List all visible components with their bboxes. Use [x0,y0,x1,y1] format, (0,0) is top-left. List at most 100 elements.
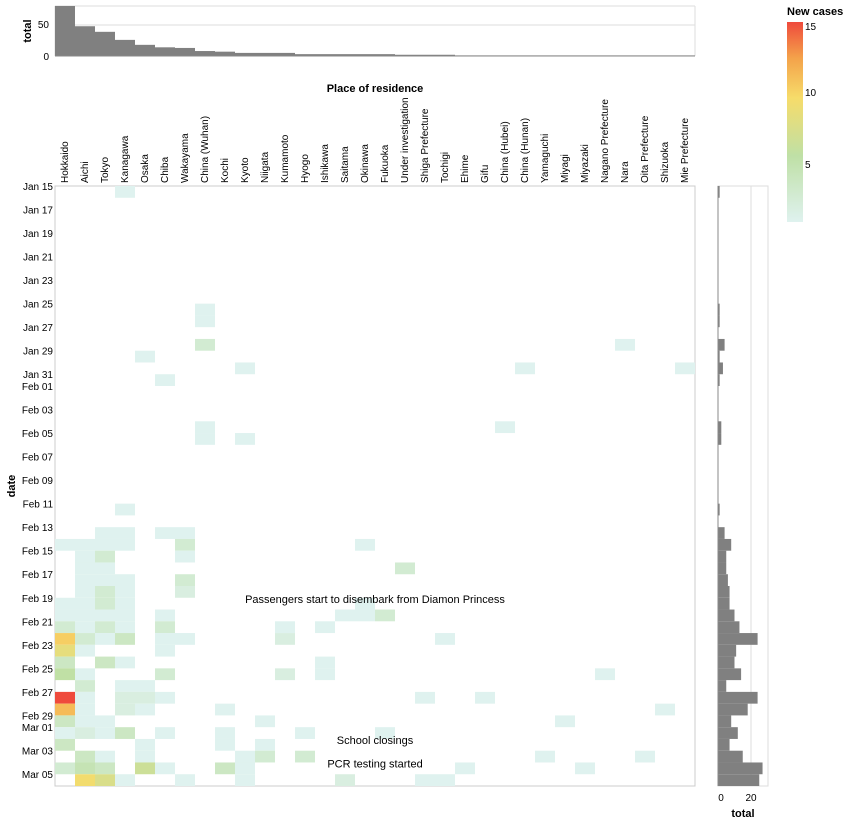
heatmap-cell [115,680,135,692]
heatmap-cell [115,656,135,669]
y-tick-label: Feb 27 [22,688,54,699]
heatmap-cell [75,550,95,563]
right-bar [718,503,720,516]
heatmap-cell [135,350,155,363]
heatmap-cell [615,338,635,351]
heatmap-cell [155,727,175,739]
x-tick-label: Nara [620,161,631,183]
x-tick-label: Tochigi [440,152,451,183]
heatmap-cell [55,727,75,739]
heatmap-cell [175,586,195,598]
legend-tick-label: 5 [805,160,811,171]
heatmap-cell [75,621,95,634]
top-bar [235,52,255,56]
right-bar [718,597,730,610]
heatmap-cell [115,586,135,598]
heatmap-cell [95,727,115,739]
x-tick-label: China (Hunan) [520,118,531,183]
heatmap-cell [95,656,115,669]
heatmap-cell [175,774,195,786]
heatmap-cell [95,538,115,551]
right-bar [718,433,722,445]
heatmap-cell [75,750,95,763]
heatmap-cell [75,609,95,622]
heatmap-cell [75,562,95,575]
y-tick-label: Feb 19 [22,594,54,605]
right-bar [718,574,728,586]
heatmap-cell [255,750,275,763]
heatmap-cell [75,597,95,610]
x-tick-label: Tokyo [100,156,111,183]
x-tick-label: Okinawa [360,144,371,183]
heatmap-cell [115,703,135,716]
heatmap-cell [115,538,135,551]
heatmap-cell [75,715,95,728]
heatmap-cell [135,738,155,751]
annotation-label: PCR testing started [327,758,422,770]
heatmap-cell [275,668,295,681]
heatmap-cell [95,621,115,634]
legend-tick-label: 15 [805,22,817,33]
x-tick-label: Oita Prefecture [640,115,651,183]
x-tick-label: Chiba [160,156,171,183]
heatmap-cell [75,586,95,598]
top-bar-axis-title: total [22,19,34,42]
heatmap-cell [55,715,75,728]
top-bar [295,54,315,56]
heatmap-cell [455,762,475,775]
heatmap-cell [55,621,75,634]
y-tick-label: Feb 07 [22,453,54,464]
heatmap-cell [275,621,295,634]
right-bar [718,703,748,716]
heatmap-cell [135,691,155,704]
heatmap-cell [215,727,235,739]
heatmap-cell [75,774,95,786]
x-tick-label: Osaka [140,154,151,183]
x-tick-label: Aichi [80,161,91,183]
heatmap-cell [215,703,235,716]
heatmap-cell [115,527,135,539]
heatmap-cell [675,362,695,375]
heatmap-cell [275,633,295,645]
heatmap-cell [55,762,75,775]
top-bar [355,54,375,56]
heatmap-cell [75,680,95,692]
heatmap-cell [55,538,75,551]
heatmap-cell [95,774,115,786]
y-tick-label: Mar 05 [22,770,54,781]
heatmap-cell [55,703,75,716]
right-bar [718,644,737,657]
y-axis-title: date [6,475,18,498]
right-bar-tick-label: 20 [745,793,757,804]
heatmap-cell [295,750,315,763]
heatmap-cell [175,574,195,586]
heatmap-cell [115,186,135,198]
legend-tick-label: 10 [805,88,817,99]
heatmap-cell [55,633,75,645]
heatmap-cell [295,727,315,739]
heatmap-cell [95,562,115,575]
y-tick-label: Jan 17 [23,206,53,217]
y-tick-label: Feb 17 [22,570,54,581]
right-bar [718,774,760,786]
heatmap-cell [155,691,175,704]
x-tick-label: Fukuoka [380,144,391,183]
heatmap-cell [195,338,215,351]
heatmap-cell [55,691,75,704]
right-bar [718,186,720,198]
heatmap-cell [415,691,435,704]
x-tick-label: Yamaguchi [540,134,551,183]
right-bar [718,586,730,598]
heatmap-cell [375,609,395,622]
top-bar [95,31,115,56]
y-tick-label: Jan 31 [23,370,53,381]
right-bar [718,303,720,316]
x-tick-label: Shiga Prefecture [420,108,431,183]
heatmap-cell [135,680,155,692]
x-tick-label: Under investigation [400,97,411,183]
x-tick-label: Nagano Prefecture [600,99,611,183]
top-bar [155,47,175,56]
heatmap-cell [115,503,135,516]
x-tick-label: Kyoto [240,157,251,183]
top-bar [115,39,135,56]
